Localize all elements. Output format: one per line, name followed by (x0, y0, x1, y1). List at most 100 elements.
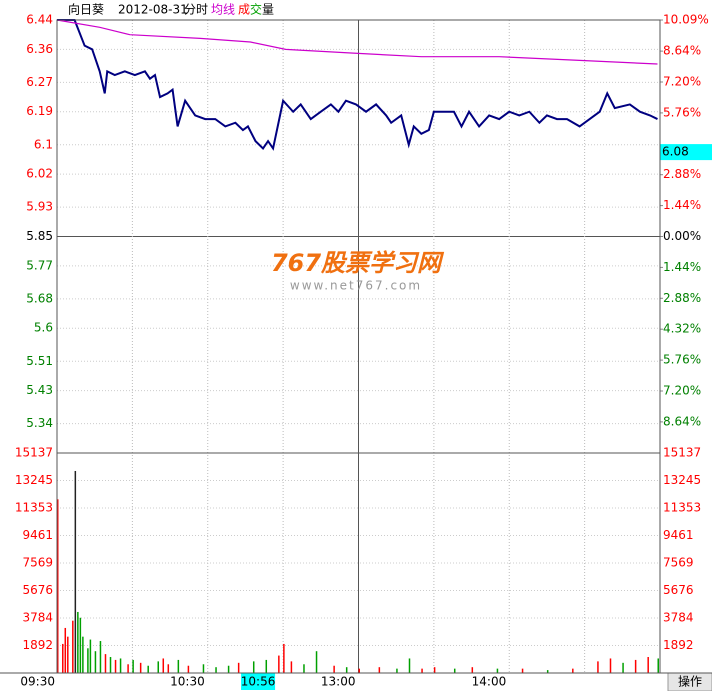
watermark-url: www.net767.com (290, 279, 422, 293)
volume-bar (421, 668, 423, 673)
y2-tick-label: 8.64% (663, 414, 701, 428)
volume-bar (609, 658, 612, 673)
y2-tick-label: 0.00% (663, 229, 701, 243)
x-tick-label: 09:30 (20, 675, 55, 689)
volume-bar (119, 658, 122, 673)
x-tick-label: 10:30 (170, 675, 205, 689)
y-tick-label: 6.1 (34, 137, 53, 151)
volume-bar (597, 661, 599, 673)
volume-bar (139, 662, 142, 673)
y-tick-label: 5.68 (26, 291, 53, 305)
watermark-title: 767股票学习网 (271, 249, 445, 277)
y2-tick-label: 1.44% (663, 260, 701, 274)
y-tick-label: 5.43 (26, 383, 53, 397)
volume-bar (345, 667, 348, 673)
volume-bar (496, 668, 499, 673)
y-tick-label: 5.85 (26, 229, 53, 243)
volume-bar (167, 664, 170, 673)
y-tick-label: 11353 (15, 500, 53, 514)
volume-bar (187, 665, 190, 673)
volume-bar (278, 655, 280, 673)
volume-bar (74, 470, 77, 673)
volume-bar (237, 662, 240, 673)
volume-bar (358, 668, 360, 673)
volume-bar (114, 659, 117, 673)
volume-bar (87, 648, 89, 673)
volume-bar (64, 627, 67, 673)
price-line (56, 19, 658, 65)
volume-bar (546, 670, 549, 673)
volume-bar (215, 667, 217, 673)
y2-tick-label: 5676 (663, 583, 694, 597)
y2-tick-label: 4.32% (663, 322, 701, 336)
price-line (57, 19, 658, 151)
volume-bar (396, 668, 398, 673)
cursor-box (241, 673, 276, 690)
volume-bar (315, 651, 318, 673)
volume-bar (127, 664, 129, 673)
volume-bar (333, 665, 335, 673)
y-tick-label: 6.27 (26, 75, 53, 89)
y-tick-label: 5.77 (26, 258, 53, 272)
y2-tick-label: 2.88% (663, 167, 701, 181)
volume-bar (290, 661, 293, 673)
y2-tick-label: 5.76% (663, 105, 701, 119)
volume-bar (57, 499, 59, 673)
volume-bar (657, 658, 659, 673)
volume-bar (622, 662, 624, 673)
volume-bar (147, 665, 149, 673)
y2-tick-label: 15137 (663, 446, 701, 460)
y-tick-label: 6.19 (26, 104, 53, 118)
volume-bar (99, 641, 102, 673)
y-tick-label: 5.6 (34, 321, 53, 335)
volume-bar (177, 659, 180, 673)
y2-tick-label: 1892 (663, 638, 694, 652)
volume-bar (157, 661, 159, 673)
y2-tick-label: 5.76% (663, 353, 701, 367)
volume-bar (471, 667, 474, 673)
volume-legend: 交 (250, 2, 262, 17)
volume-bar (162, 658, 165, 673)
volume-bar (109, 657, 112, 673)
last-price-box (660, 144, 712, 161)
y2-tick-label: 7.20% (663, 383, 701, 397)
y-tick-label: 6.36 (26, 42, 53, 56)
volume-bar (79, 617, 82, 673)
volume-bar (572, 668, 574, 673)
volume-bar (82, 636, 84, 673)
y2-tick-label: 8.64% (663, 44, 701, 58)
cursor-label: 10:56 (241, 675, 276, 689)
volume-bar (265, 659, 268, 673)
y-tick-label: 13245 (15, 473, 53, 487)
y2-tick-label: 13245 (663, 473, 701, 487)
y2-tick-label: 1.44% (663, 198, 701, 212)
date: 2012-08-31 (118, 3, 188, 17)
volume-bar (303, 664, 305, 673)
volume-legend: 成 (238, 3, 250, 17)
y2-tick-label: 10.09% (663, 13, 709, 27)
volume-bar (453, 668, 456, 673)
volume-bar (77, 611, 79, 673)
volume-bar (252, 661, 255, 673)
avg-legend: 均线 (211, 3, 235, 17)
volume-bar (521, 668, 524, 673)
action-button-label[interactable]: 操作 (678, 674, 702, 689)
volume-bar (202, 664, 205, 673)
y2-tick-label: 7569 (663, 555, 694, 569)
y-tick-label: 5676 (22, 583, 53, 597)
mode: 分时 (184, 3, 208, 17)
volume-bar (62, 643, 64, 673)
volume-bar (283, 643, 285, 673)
y-tick-label: 6.02 (26, 167, 53, 181)
volume-bar (433, 667, 436, 673)
y-tick-label: 5.34 (26, 416, 53, 430)
stock-name: 向日葵 (68, 2, 104, 17)
volume-bar (89, 639, 92, 673)
volume-bar (132, 659, 134, 673)
x-tick-label: 13:00 (321, 675, 356, 689)
y2-tick-label: 7.20% (663, 75, 701, 89)
y-tick-label: 7569 (22, 555, 53, 569)
volume-bar (227, 665, 230, 673)
y2-tick-label: 9461 (663, 528, 694, 542)
